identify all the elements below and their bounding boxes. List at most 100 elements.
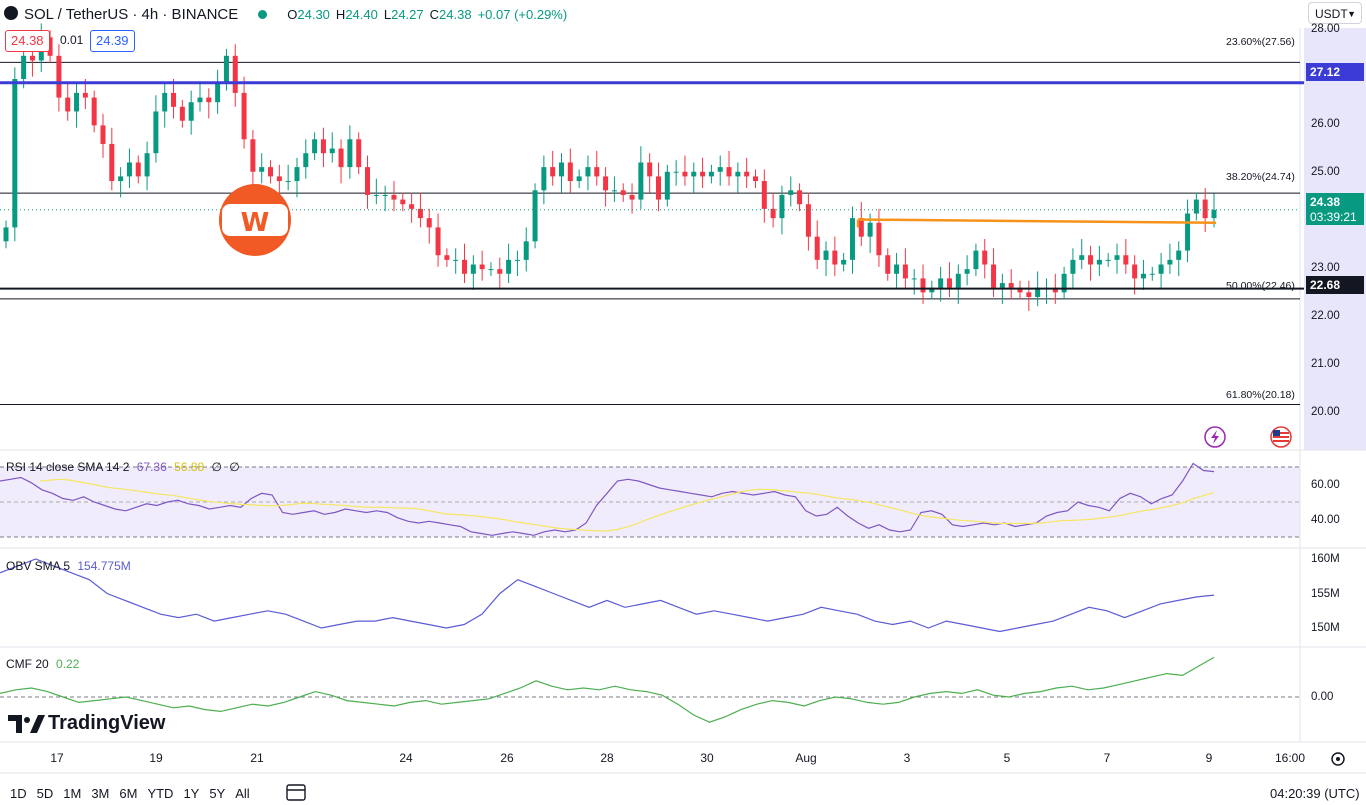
candle-body (682, 171, 688, 177)
candle-body (920, 278, 926, 293)
candle-body (982, 250, 988, 265)
candle-body (638, 162, 644, 200)
timeframe-5d[interactable]: 5D (36, 786, 54, 801)
spread-value: 0.01 (60, 33, 84, 47)
candle-body (506, 259, 512, 274)
rsi-sma-value: 56.88 (174, 460, 205, 474)
candle-body (1096, 259, 1102, 265)
candle-body (179, 106, 185, 121)
rsi-value-4: ∅ (229, 460, 240, 474)
candle-body (849, 218, 855, 260)
time-label: 21 (250, 751, 264, 765)
candle-body (752, 176, 758, 182)
timeframe-6m[interactable]: 6M (119, 786, 138, 801)
solana-symbol-icon (4, 6, 18, 20)
market-open-icon (258, 9, 268, 19)
fib-label-61-8: 61.80%(20.18) (1226, 389, 1295, 401)
candle-body (12, 79, 18, 228)
obv-value: 154.775M (77, 559, 131, 573)
time-label: 3 (903, 751, 911, 765)
blue-line-price-tag: 27.12 (1306, 63, 1364, 81)
chart-header: SOL / TetherUS · 4h · BINANCE O24.30 H24… (0, 0, 567, 28)
candle-body (629, 194, 635, 200)
candle-body (74, 92, 80, 112)
time-label: 28 (600, 751, 614, 765)
tradingview-logo-text: TradingView (48, 712, 166, 734)
candle-body (56, 55, 62, 98)
buy-price-button[interactable]: 24.39 (90, 30, 135, 52)
candle-body (1211, 209, 1217, 219)
timeframe-3m[interactable]: 3M (91, 786, 110, 801)
timeframe-all[interactable]: All (235, 786, 250, 801)
currency-select-value: USDT (1315, 7, 1348, 21)
candle-body (162, 92, 168, 112)
candle-body (559, 162, 565, 177)
candle-body (761, 181, 767, 209)
candle-body (188, 102, 194, 121)
candle-body (514, 259, 520, 261)
candle-body (655, 176, 661, 200)
candle-body (356, 139, 362, 168)
candle-body (409, 204, 415, 209)
candle-body (1193, 199, 1199, 214)
price-axis-bg (1304, 28, 1366, 450)
candle-body (823, 250, 829, 260)
price-tick: 25.00 (1311, 166, 1340, 178)
rsi-tick: 40.00 (1311, 514, 1340, 526)
candle-body (964, 269, 970, 274)
candle-body (338, 148, 344, 168)
timeframe-ytd[interactable]: YTD (147, 786, 174, 801)
candle-body (805, 204, 811, 237)
cmf-legend[interactable]: CMF 20 0.22 (6, 657, 79, 671)
timeframe-1y[interactable]: 1Y (183, 786, 200, 801)
candle-body (479, 264, 485, 270)
chevron-down-icon: ▼ (1347, 9, 1356, 19)
fib-label-50: 50.00%(22.46) (1226, 280, 1295, 292)
flash-icon[interactable] (1204, 426, 1226, 448)
candle-body (1079, 255, 1085, 260)
gear-icon[interactable] (1331, 752, 1345, 766)
symbol-title[interactable]: SOL / TetherUS · 4h · BINANCE (24, 5, 239, 23)
rsi-legend[interactable]: RSI 14 close SMA 14 2 67.36 56.88 ∅ ∅ (6, 460, 240, 474)
obv-legend[interactable]: OBV SMA 5 154.775M (6, 559, 131, 573)
candle-body (206, 97, 212, 103)
candle-body (223, 55, 229, 84)
currency-select[interactable]: USDT ▼ (1308, 2, 1362, 24)
calendar-range-icon[interactable] (286, 784, 306, 801)
candle-body (1088, 255, 1094, 265)
timeframe-1m[interactable]: 1M (63, 786, 82, 801)
candle-body (550, 167, 556, 177)
rsi-line (0, 462, 1215, 536)
candle-body (82, 92, 88, 98)
low-label: L (383, 6, 392, 22)
obv-tick: 155M (1311, 588, 1340, 600)
candle-body (197, 97, 203, 103)
candle-body (876, 222, 882, 256)
time-label: 7 (1103, 751, 1111, 765)
candle-body (603, 176, 609, 191)
candle-body (435, 227, 441, 256)
current-price-tag: 24.38 03:39:21 (1306, 193, 1364, 225)
timeframe-1d[interactable]: 1D (10, 786, 27, 801)
candle-body (426, 218, 432, 228)
candle-body (276, 176, 282, 182)
rsi-value-3: ∅ (211, 460, 222, 474)
candle-body (911, 278, 917, 280)
candle-body (285, 181, 291, 183)
timeframe-5y[interactable]: 5Y (209, 786, 226, 801)
utc-clock[interactable]: 04:20:39 (UTC) (1270, 786, 1360, 801)
sell-price-button[interactable]: 24.38 (5, 30, 50, 52)
us-flag-icon[interactable] (1270, 426, 1292, 448)
candle-body (779, 194, 785, 219)
watermark-logo-icon: W (219, 184, 291, 256)
candle-body (1114, 255, 1120, 260)
candle-body (312, 139, 318, 154)
candle-body (867, 222, 873, 237)
candle-body (1132, 264, 1138, 279)
candle-body (999, 283, 1005, 288)
candle-body (1070, 259, 1076, 274)
candle-body (1176, 250, 1182, 260)
candle-body (268, 167, 274, 177)
candle-body (250, 139, 256, 172)
